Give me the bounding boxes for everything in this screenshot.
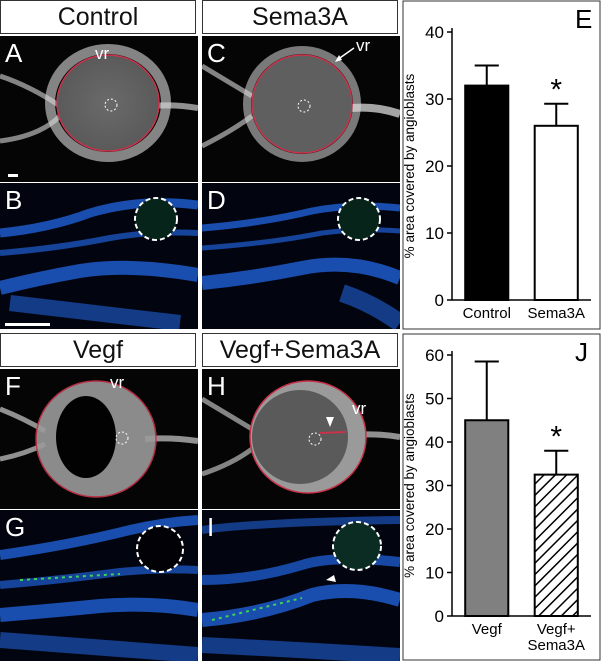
- y-tick-label: 0: [435, 291, 444, 310]
- panel-g-label: G: [5, 512, 26, 542]
- panel-f-micrograph: F vr: [0, 369, 198, 509]
- angioblast-signal: [211, 597, 303, 621]
- lens-marker: [332, 521, 382, 571]
- x-tick-label: Sema3A: [527, 305, 585, 322]
- optic-disc-marker: [297, 99, 311, 113]
- y-tick-label: 60: [425, 346, 444, 365]
- lens-marker: [337, 197, 381, 241]
- arrowhead-icon: [326, 417, 334, 427]
- vascular-ring: [45, 44, 171, 162]
- y-tick-label: 40: [425, 433, 444, 452]
- header-sema3a: Sema3A: [202, 0, 398, 34]
- panel-e-label: E: [575, 4, 592, 34]
- y-tick-label: 20: [425, 157, 444, 176]
- panel-b-image: [0, 183, 198, 329]
- header-sema3a-label: Sema3A: [252, 2, 348, 31]
- scale-bar: [8, 174, 18, 177]
- panel-c-micrograph: C vr: [202, 36, 400, 182]
- y-tick-label: 30: [425, 90, 444, 109]
- panel-a-label: A: [5, 38, 23, 68]
- y-tick-label: 0: [435, 607, 444, 626]
- vr-label-c: vr: [356, 36, 371, 55]
- chart-j-svg: J 0 10 20 30 40 50 60 % area covered by angiobla…: [402, 333, 601, 661]
- panel-a-image: [0, 36, 198, 182]
- significance-marker: *: [550, 421, 562, 454]
- panel-h-micrograph: H vr: [202, 369, 400, 509]
- lens-marker: [134, 197, 178, 241]
- panel-f-image: [0, 369, 198, 509]
- panel-b-label: B: [5, 185, 23, 215]
- panel-d-label: D: [207, 185, 226, 215]
- panel-f-label: F: [5, 371, 21, 401]
- panel-i-label: I: [207, 512, 215, 542]
- y-tick-label: 10: [425, 224, 444, 243]
- y-tick-label: 20: [425, 520, 444, 539]
- chart-e-svg: E 0 10 20 30 40 % area covered by angioblasts C…: [402, 0, 601, 330]
- scale-bar: [5, 323, 50, 326]
- x-tick-label: Vegf: [472, 621, 503, 638]
- panel-g-image: [0, 510, 198, 661]
- x-tick-label: Control: [463, 305, 511, 322]
- panel-c-label: C: [207, 38, 226, 68]
- angioblast-signal: [19, 573, 121, 581]
- vr-label-a: vr: [95, 44, 110, 63]
- lens-outline: [56, 54, 160, 152]
- header-vegf-sema3a: Vegf+Sema3A: [202, 333, 398, 367]
- vr-label-h: vr: [352, 399, 367, 418]
- panel-h-image: [202, 369, 400, 509]
- y-tick-label: 50: [425, 390, 444, 409]
- avascular-region: [56, 396, 116, 478]
- arrowhead-icon: [326, 575, 336, 582]
- optic-disc-marker: [115, 431, 129, 445]
- y-tick-label: 30: [425, 477, 444, 496]
- significance-marker: *: [550, 74, 562, 107]
- chart-e: E 0 10 20 30 40 % area covered by angioblasts C…: [402, 0, 601, 330]
- x-tick-label: Vegf+ Sema3A: [527, 621, 585, 654]
- header-vegf-label: Vegf: [72, 335, 124, 364]
- bar-1: [533, 124, 579, 301]
- header-vegf-sema3a-label: Vegf+Sema3A: [219, 335, 381, 364]
- panel-i-micrograph: I: [202, 510, 400, 661]
- panel-d-image: [202, 183, 400, 329]
- y-tick-label: 40: [425, 23, 444, 42]
- lens-outline: [251, 54, 353, 154]
- panel-j-label: J: [575, 337, 588, 367]
- panel-d-micrograph: D: [202, 183, 400, 329]
- chart-j: J 0 10 20 30 40 50 60 % area covered by angiobla…: [402, 333, 601, 661]
- header-control-label: Control: [57, 2, 139, 31]
- header-vegf: Vegf: [0, 333, 196, 367]
- header-control: Control: [0, 0, 196, 34]
- y-tick-label: 10: [425, 564, 444, 583]
- optic-disc-marker: [104, 98, 118, 112]
- panel-i-image: [202, 510, 400, 661]
- optic-disc-marker: [308, 432, 322, 446]
- vr-label-f: vr: [110, 373, 125, 392]
- panel-h-label: H: [207, 371, 226, 401]
- bar-0: [464, 84, 510, 301]
- lens-marker: [136, 525, 184, 573]
- panel-c-image: [202, 36, 400, 182]
- panel-g-micrograph: G: [0, 510, 198, 661]
- y-axis-label: % area covered by angioblasts: [402, 73, 417, 258]
- bar-1: [533, 473, 579, 617]
- panel-a-micrograph: A vr: [0, 36, 198, 182]
- y-axis-label: % area covered by angioblasts: [402, 393, 417, 578]
- panel-b-micrograph: B: [0, 183, 198, 329]
- bar-0: [464, 419, 510, 617]
